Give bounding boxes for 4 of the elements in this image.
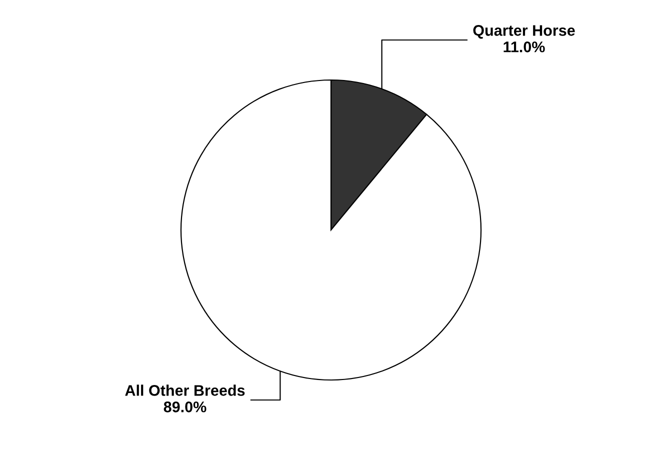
data-label: 11.0% xyxy=(504,42,545,52)
slice-label: All Other Breeds xyxy=(125,384,245,396)
slice-label: Quarter Horse xyxy=(473,25,575,39)
data-label: 89.0% xyxy=(164,402,206,412)
